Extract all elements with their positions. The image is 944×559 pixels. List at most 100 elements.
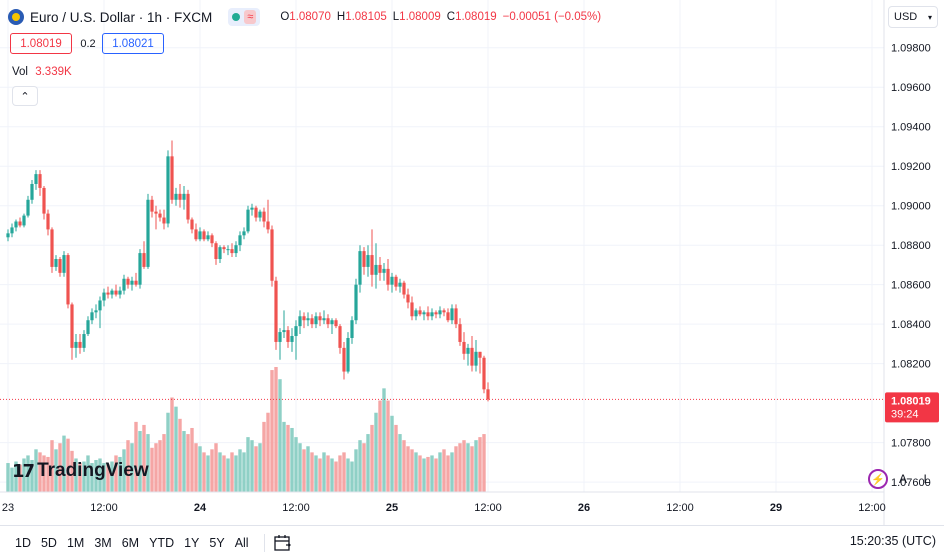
candle-body bbox=[306, 318, 310, 321]
timeframe-3m[interactable]: 3M bbox=[94, 535, 112, 550]
candle-body bbox=[14, 221, 18, 228]
timeframe-all[interactable]: All bbox=[234, 535, 249, 550]
candle-body bbox=[326, 318, 330, 325]
candle-body bbox=[254, 207, 258, 218]
candle-body bbox=[74, 341, 78, 348]
candle-body bbox=[10, 227, 14, 234]
timeframe-1d[interactable]: 1D bbox=[15, 535, 31, 550]
candle-body bbox=[102, 292, 106, 301]
volume-bar bbox=[122, 449, 126, 492]
volume-bar bbox=[294, 437, 298, 492]
candle-body bbox=[62, 255, 66, 273]
volume-bar bbox=[302, 449, 306, 492]
candle-body bbox=[278, 332, 282, 342]
candle-body bbox=[434, 312, 438, 315]
candle-body bbox=[250, 207, 254, 210]
currency-selector[interactable]: USD ▾ bbox=[888, 6, 938, 28]
volume-bar bbox=[350, 461, 354, 492]
currency-label: USD bbox=[894, 11, 918, 23]
candle-body bbox=[370, 255, 374, 275]
calendar-range-icon[interactable] bbox=[273, 534, 293, 552]
candle-body bbox=[398, 282, 402, 287]
chevron-up-icon: ⌃ bbox=[20, 90, 30, 103]
candle-body bbox=[238, 235, 242, 246]
volume-bar bbox=[186, 434, 190, 492]
timeframe-6m[interactable]: 6M bbox=[121, 535, 140, 550]
volume-bar bbox=[386, 400, 390, 492]
candle-body bbox=[390, 276, 394, 285]
symbol-title[interactable]: Euro / U.S. Dollar · 1h · FXCM bbox=[30, 9, 213, 25]
volume-bar bbox=[246, 437, 250, 492]
timeframe-1m[interactable]: 1M bbox=[66, 535, 85, 550]
candle-body bbox=[426, 312, 430, 317]
collapse-legend-button[interactable]: ⌃ bbox=[12, 86, 38, 106]
volume-bar bbox=[382, 388, 386, 492]
volume-bar bbox=[354, 449, 358, 492]
candle-body bbox=[378, 264, 382, 273]
volume-bar bbox=[446, 455, 450, 492]
time-tick-label: 12:00 bbox=[858, 502, 886, 514]
candle-body bbox=[382, 268, 386, 273]
timeframe-5d[interactable]: 5D bbox=[40, 535, 57, 550]
spread-value: 0.2 bbox=[80, 37, 96, 50]
candle-body bbox=[118, 290, 122, 295]
candle-body bbox=[174, 193, 178, 200]
volume-bar bbox=[326, 455, 330, 492]
volume-bar bbox=[70, 450, 74, 492]
volume-bar bbox=[478, 437, 482, 492]
wave-icon: ≈ bbox=[244, 10, 257, 24]
price-tick-label: 1.08600 bbox=[891, 280, 931, 292]
volume-bar bbox=[366, 434, 370, 492]
volume-bar bbox=[206, 455, 210, 492]
price-tick-label: 1.08800 bbox=[891, 240, 931, 252]
volume-bar bbox=[306, 446, 310, 492]
candle-body bbox=[114, 290, 118, 295]
volume-bar bbox=[390, 415, 394, 492]
candle-body bbox=[442, 310, 446, 313]
chart-grid bbox=[0, 0, 884, 492]
volume-bar bbox=[454, 446, 458, 492]
timeframe-1y[interactable]: 1Y bbox=[184, 535, 200, 550]
candle-body bbox=[258, 211, 262, 218]
price-tick-label: 1.07800 bbox=[891, 438, 931, 450]
timeframe-ytd[interactable]: YTD bbox=[149, 535, 175, 550]
ohlc-item: O1.08070 bbox=[280, 11, 331, 23]
utc-clock[interactable]: 15:20:35 (UTC) bbox=[849, 534, 936, 548]
auto-scale-button[interactable]: A bbox=[898, 472, 907, 486]
sell-price-button[interactable]: 1.08019 bbox=[10, 33, 72, 54]
timeframe-5y[interactable]: 5Y bbox=[209, 535, 225, 550]
buy-price-button[interactable]: 1.08021 bbox=[102, 33, 164, 54]
candle-body bbox=[90, 312, 94, 321]
candle-body bbox=[310, 318, 314, 325]
volume-bar bbox=[54, 449, 58, 492]
candle-body bbox=[450, 308, 454, 321]
candle-body bbox=[358, 251, 362, 285]
candle-body bbox=[430, 312, 434, 317]
lightning-icon[interactable]: ⚡ bbox=[868, 469, 888, 489]
time-tick-label: 25 bbox=[386, 502, 398, 514]
volume-bar bbox=[194, 443, 198, 492]
ohlc-value: −0.00051 (−0.05%) bbox=[502, 11, 602, 23]
tradingview-logo[interactable]: 17 TradingView bbox=[12, 460, 149, 482]
candle-body bbox=[126, 278, 130, 285]
ohlc-value: 1.08019 bbox=[455, 11, 497, 23]
candle-body bbox=[446, 312, 450, 321]
market-status[interactable]: ≈ bbox=[228, 8, 261, 26]
candle-body bbox=[38, 174, 42, 188]
volume-bar bbox=[342, 452, 346, 492]
volume-bar bbox=[222, 455, 226, 492]
ohlc-key: H bbox=[336, 11, 346, 23]
candle-body bbox=[162, 217, 166, 224]
volume-bar bbox=[218, 452, 222, 492]
candle-body bbox=[210, 235, 214, 244]
candle-body bbox=[458, 324, 462, 342]
log-scale-button[interactable]: L bbox=[923, 472, 931, 486]
volume-bar bbox=[114, 455, 118, 492]
volume-bar bbox=[482, 434, 486, 492]
volume-bar bbox=[182, 431, 186, 492]
volume-bar bbox=[10, 467, 14, 492]
volume-bar bbox=[42, 455, 46, 492]
candle-body bbox=[366, 255, 370, 267]
candle-body bbox=[150, 199, 154, 212]
